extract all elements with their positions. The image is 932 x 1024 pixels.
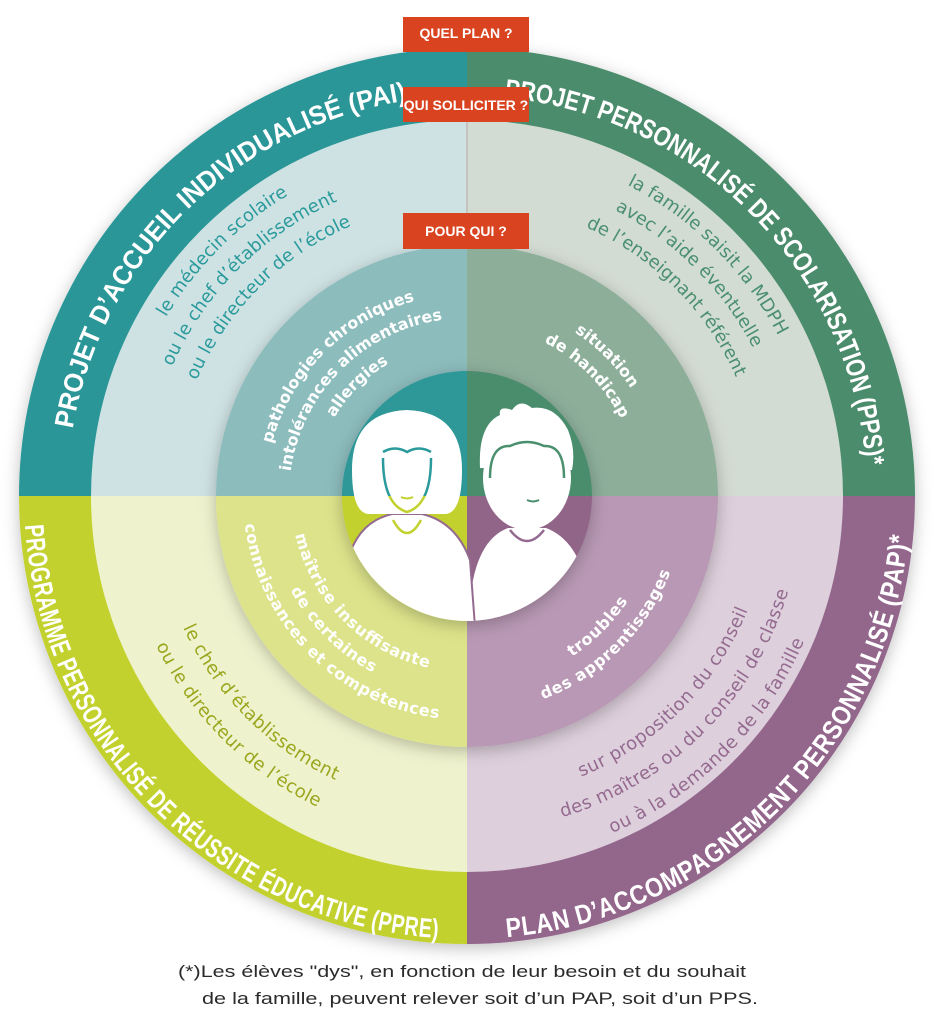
tag-pour-qui: POUR QUI ? bbox=[403, 213, 529, 249]
tag-qui-solliciter-text: QUI SOLLICITER ? bbox=[404, 97, 528, 113]
children-icon bbox=[347, 403, 588, 621]
footnote-line-2: de la famille, peuvent relever soit d’un… bbox=[202, 989, 758, 1008]
tag-quel-plan: QUEL PLAN ? bbox=[403, 17, 529, 52]
tag-qui-solliciter: QUI SOLLICITER ? bbox=[403, 87, 529, 122]
tag-pour-qui-text: POUR QUI ? bbox=[425, 223, 507, 239]
footnote-line-1: (*)Les élèves "dys", en fonction de leur… bbox=[178, 962, 746, 981]
tag-quel-plan-text: QUEL PLAN ? bbox=[419, 25, 512, 41]
